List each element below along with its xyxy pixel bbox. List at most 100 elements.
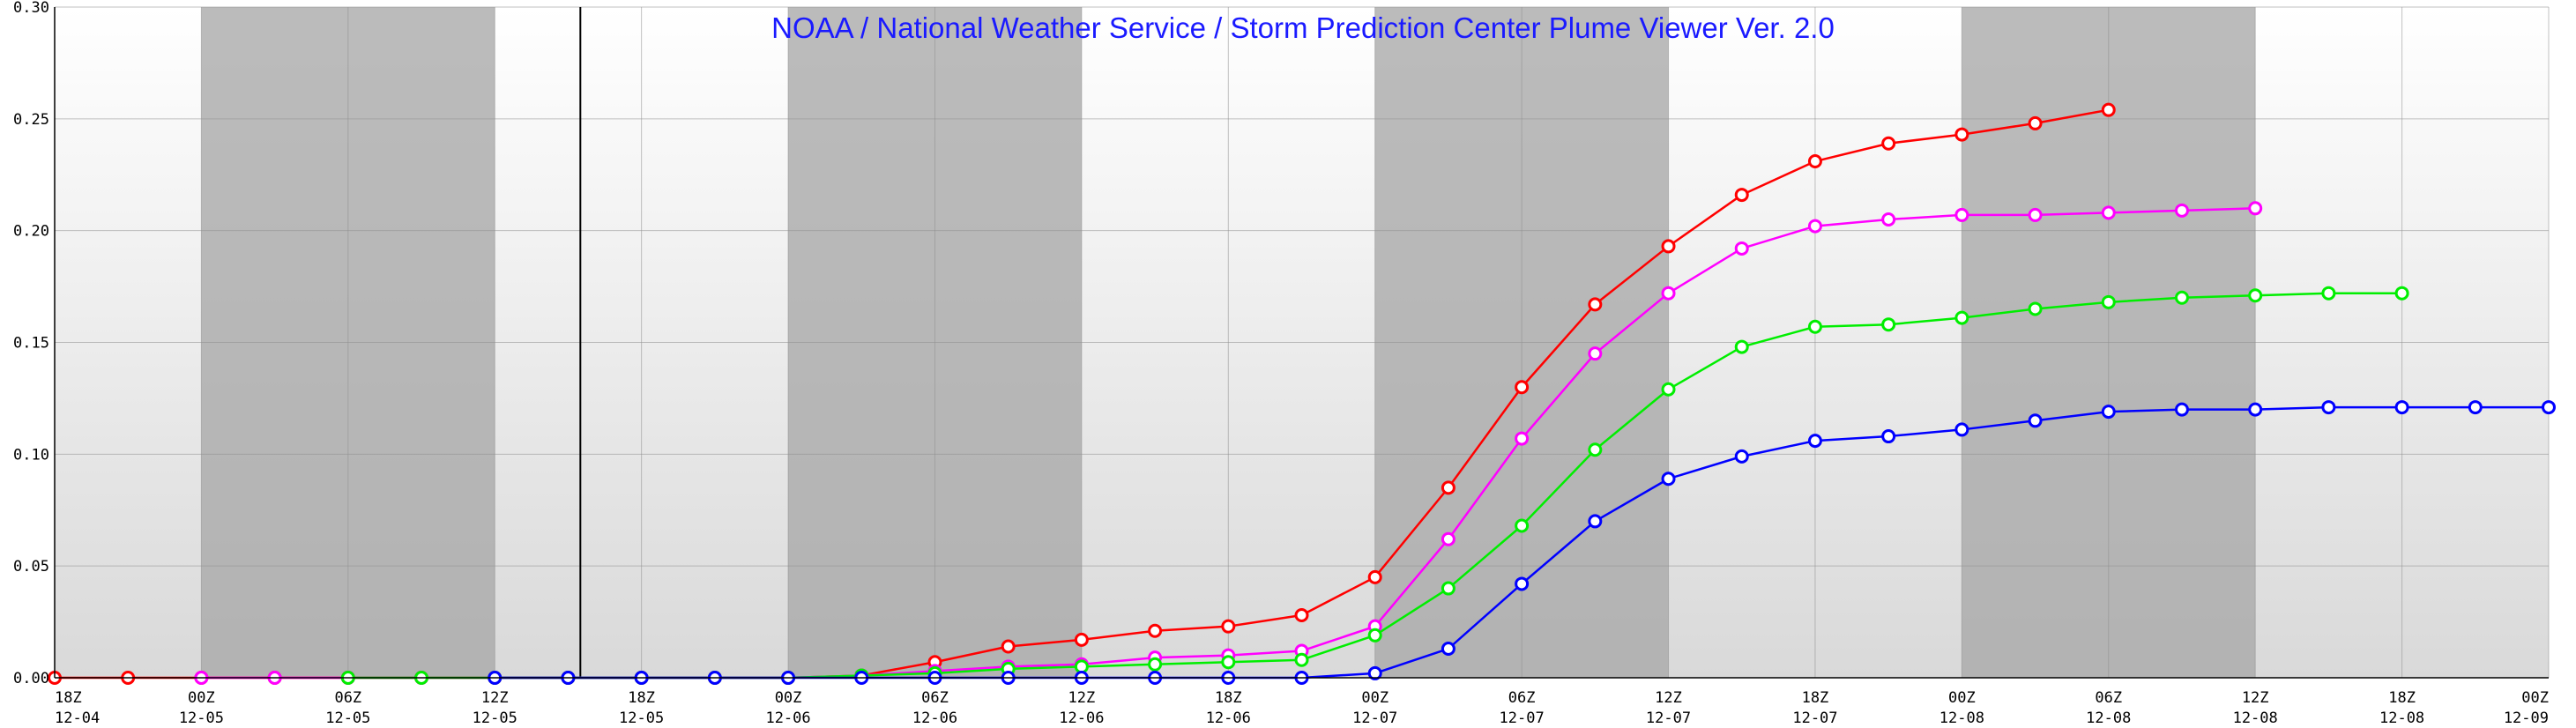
data-point-s0-24 bbox=[1807, 154, 1822, 169]
data-point-s2-26 bbox=[2248, 288, 2263, 303]
data-point-s0-19 bbox=[1441, 480, 1456, 495]
x-tick-date-10: 12-07 bbox=[1500, 709, 1545, 727]
data-point-s1-25 bbox=[2028, 207, 2043, 222]
data-point-s1-26 bbox=[2101, 205, 2116, 220]
data-point-s2-14 bbox=[1367, 628, 1382, 643]
x-tick-time-6: 06Z bbox=[921, 689, 949, 707]
x-tick-date-5: 12-06 bbox=[765, 709, 810, 727]
x-tick-time-5: 00Z bbox=[775, 689, 802, 707]
data-point-s2-21 bbox=[1881, 317, 1896, 332]
data-point-s2-19 bbox=[1734, 339, 1749, 354]
data-point-s2-27 bbox=[2321, 286, 2336, 301]
y-tick-label-5: 0.25 bbox=[13, 111, 49, 129]
data-point-s3-16 bbox=[1661, 472, 1676, 487]
y-tick-label-3: 0.15 bbox=[13, 335, 49, 353]
data-point-s0-18 bbox=[1367, 569, 1382, 584]
data-point-s1-18 bbox=[1515, 431, 1530, 446]
x-tick-time-12: 18Z bbox=[1802, 689, 1829, 707]
x-tick-time-9: 00Z bbox=[1361, 689, 1389, 707]
data-point-s3-23 bbox=[2174, 402, 2189, 417]
data-point-s3-22 bbox=[2101, 405, 2116, 420]
data-point-s2-15 bbox=[1441, 581, 1456, 596]
x-tick-date-15: 12-08 bbox=[2233, 709, 2278, 727]
data-point-s0-16 bbox=[1221, 619, 1236, 634]
x-tick-time-13: 00Z bbox=[1948, 689, 1976, 707]
data-point-s0-13 bbox=[1001, 639, 1016, 654]
data-point-s2-17 bbox=[1588, 442, 1603, 457]
data-point-s3-20 bbox=[1954, 422, 1969, 437]
data-point-s2-22 bbox=[1954, 310, 1969, 325]
x-tick-time-14: 06Z bbox=[2095, 689, 2122, 707]
x-tick-time-8: 18Z bbox=[1215, 689, 1242, 707]
axes: 0.00 0.05 0.10 0.15 0.20 0.25 0.30 18Z 12-04 00Z 1… bbox=[13, 0, 2549, 727]
data-point-s0-25 bbox=[1881, 136, 1896, 151]
data-point-s1-20 bbox=[1661, 286, 1676, 301]
x-tick-date-0: 12-04 bbox=[55, 709, 100, 727]
data-point-s3-27 bbox=[2468, 400, 2483, 415]
data-point-s1-24 bbox=[1954, 207, 1969, 222]
data-point-s0-23 bbox=[1734, 188, 1749, 203]
data-point-s3-25 bbox=[2321, 400, 2336, 415]
data-point-s1-17 bbox=[1441, 531, 1456, 546]
x-tick-time-2: 06Z bbox=[334, 689, 361, 707]
data-point-s3-21 bbox=[2028, 413, 2043, 428]
x-tick-time-4: 18Z bbox=[628, 689, 655, 707]
x-tick-date-9: 12-07 bbox=[1352, 709, 1397, 727]
data-point-s2-16 bbox=[1515, 518, 1530, 533]
x-tick-time-1: 00Z bbox=[188, 689, 215, 707]
x-tick-time-16: 18Z bbox=[2388, 689, 2416, 707]
x-tick-time-10: 06Z bbox=[1508, 689, 1536, 707]
data-point-s2-10 bbox=[1074, 659, 1089, 674]
data-point-s0-15 bbox=[1148, 623, 1163, 638]
x-tick-time-7: 12Z bbox=[1068, 689, 1096, 707]
data-point-s0-26 bbox=[1954, 127, 1969, 142]
data-point-s0-27 bbox=[2028, 115, 2043, 130]
data-point-s0-28 bbox=[2101, 102, 2116, 117]
y-tick-label-6: 0.30 bbox=[13, 0, 49, 17]
x-tick-date-7: 12-06 bbox=[1059, 709, 1104, 727]
data-point-s3-28 bbox=[2542, 400, 2556, 415]
y-tick-label-1: 0.05 bbox=[13, 558, 49, 576]
data-point-s2-25 bbox=[2174, 290, 2189, 305]
y-tick-label-0: 0.00 bbox=[13, 670, 49, 687]
data-point-s3-15 bbox=[1588, 514, 1603, 529]
x-tick-date-17: 12-09 bbox=[2504, 709, 2549, 727]
x-tick-date-14: 12-08 bbox=[2086, 709, 2131, 727]
data-point-s2-11 bbox=[1148, 657, 1163, 672]
data-point-s0-22 bbox=[1661, 239, 1676, 254]
chart-title: NOAA / National Weather Service / Storm … bbox=[771, 11, 1835, 44]
data-point-s2-23 bbox=[2028, 301, 2043, 316]
x-tick-date-12: 12-07 bbox=[1792, 709, 1837, 727]
x-tick-date-6: 12-06 bbox=[912, 709, 957, 727]
x-tick-time-17: 00Z bbox=[2521, 689, 2549, 707]
data-point-s1-23 bbox=[1881, 212, 1896, 227]
x-tick-date-4: 12-05 bbox=[619, 709, 664, 727]
data-point-s2-24 bbox=[2101, 294, 2116, 309]
x-tick-date-1: 12-05 bbox=[179, 709, 224, 727]
data-point-s1-19 bbox=[1588, 346, 1603, 361]
data-point-s2-20 bbox=[1807, 319, 1822, 334]
data-point-s2-28 bbox=[2394, 286, 2409, 301]
data-point-s0-20 bbox=[1515, 380, 1530, 395]
x-tick-time-3: 12Z bbox=[481, 689, 509, 707]
data-point-s3-19 bbox=[1881, 429, 1896, 444]
y-tick-label-2: 0.10 bbox=[13, 446, 49, 464]
data-point-s3-14 bbox=[1515, 576, 1530, 591]
x-tick-time-15: 12Z bbox=[2242, 689, 2269, 707]
data-point-s2-12 bbox=[1221, 655, 1236, 670]
data-point-s3-12 bbox=[1367, 665, 1382, 680]
data-point-s1-28 bbox=[2248, 201, 2263, 216]
data-point-s0-17 bbox=[1294, 607, 1309, 622]
data-point-s1-27 bbox=[2174, 203, 2189, 218]
data-point-s3-18 bbox=[1807, 434, 1822, 449]
x-tick-date-13: 12-08 bbox=[1939, 709, 1984, 727]
x-tick-time-11: 12Z bbox=[1655, 689, 1682, 707]
x-tick-time-0: 18Z bbox=[55, 689, 82, 707]
data-point-s2-18 bbox=[1661, 382, 1676, 397]
data-point-s3-17 bbox=[1734, 449, 1749, 464]
data-point-s1-21 bbox=[1734, 241, 1749, 256]
data-point-s3-13 bbox=[1441, 642, 1456, 657]
data-point-s1-22 bbox=[1807, 219, 1822, 234]
data-point-s3-24 bbox=[2248, 402, 2263, 417]
x-tick-date-8: 12-06 bbox=[1206, 709, 1251, 727]
